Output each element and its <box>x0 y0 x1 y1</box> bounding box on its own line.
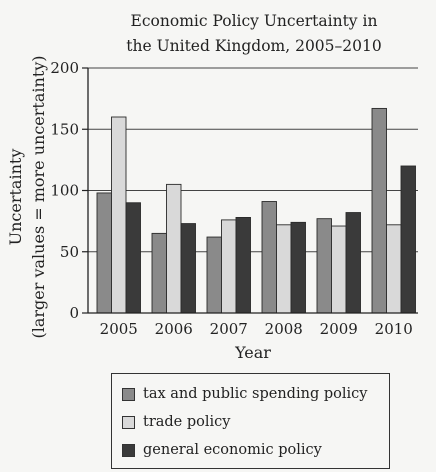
bar-2009-series-1 <box>331 225 347 314</box>
bar-2009-series-2 <box>345 212 361 314</box>
bar-2009-series-0 <box>316 218 332 314</box>
chart-title-line-2: the United Kingdom, 2005–2010 <box>126 37 381 55</box>
bar-2008-series-1 <box>276 224 292 314</box>
bar-2006-series-0 <box>151 232 167 314</box>
bar-2007-series-2 <box>235 216 251 314</box>
x-axis-label: Year <box>234 343 271 362</box>
y-tick-label-0: 0 <box>69 304 79 322</box>
legend-item-general: general economic policy <box>122 440 322 460</box>
y-tick-label-50: 50 <box>60 243 79 261</box>
x-tick-label-2007: 2007 <box>210 320 248 338</box>
chart: Economic Policy Uncertainty in the Unite… <box>6 12 418 362</box>
y-axis-label-line-2: (larger values = more uncertainty) <box>29 55 48 338</box>
x-tick-label-2010: 2010 <box>375 320 413 338</box>
y-tick-label-150: 150 <box>50 120 79 138</box>
bar-2006-series-1 <box>166 183 182 314</box>
bar-2005-series-0 <box>96 192 112 314</box>
y-axis-label-line-1: Uncertainty <box>6 149 25 246</box>
bar-2006-series-2 <box>180 223 196 314</box>
x-tick-label-2009: 2009 <box>320 320 358 338</box>
legend-swatch-tax <box>122 387 135 401</box>
x-tick-label-2008: 2008 <box>265 320 303 338</box>
bar-2007-series-0 <box>206 236 222 314</box>
bar-2010-series-1 <box>386 224 402 314</box>
x-tick-label-2005: 2005 <box>100 320 138 338</box>
x-tick-label-2006: 2006 <box>155 320 193 338</box>
bar-2005-series-2 <box>125 202 141 314</box>
bar-2008-series-2 <box>290 221 306 314</box>
legend-label-trade: trade policy <box>143 414 231 430</box>
y-tick-label-100: 100 <box>50 182 79 200</box>
bar-2005-series-1 <box>111 116 127 314</box>
y-tick-label-200: 200 <box>50 59 79 77</box>
legend-label-general: general economic policy <box>143 442 322 458</box>
legend-swatch-general <box>122 443 135 457</box>
legend-item-trade: trade policy <box>122 412 230 432</box>
chart-title-line-1: Economic Policy Uncertainty in <box>131 12 378 30</box>
bar-2010-series-0 <box>371 107 387 314</box>
legend-item-tax: tax and public spending policy <box>122 384 367 404</box>
bar-2007-series-1 <box>221 219 237 314</box>
bar-2008-series-0 <box>261 201 277 314</box>
legend-swatch-trade <box>122 415 135 429</box>
legend: tax and public spending policy trade pol… <box>111 373 390 469</box>
legend-label-tax: tax and public spending policy <box>143 386 368 402</box>
bar-2010-series-2 <box>400 165 416 314</box>
